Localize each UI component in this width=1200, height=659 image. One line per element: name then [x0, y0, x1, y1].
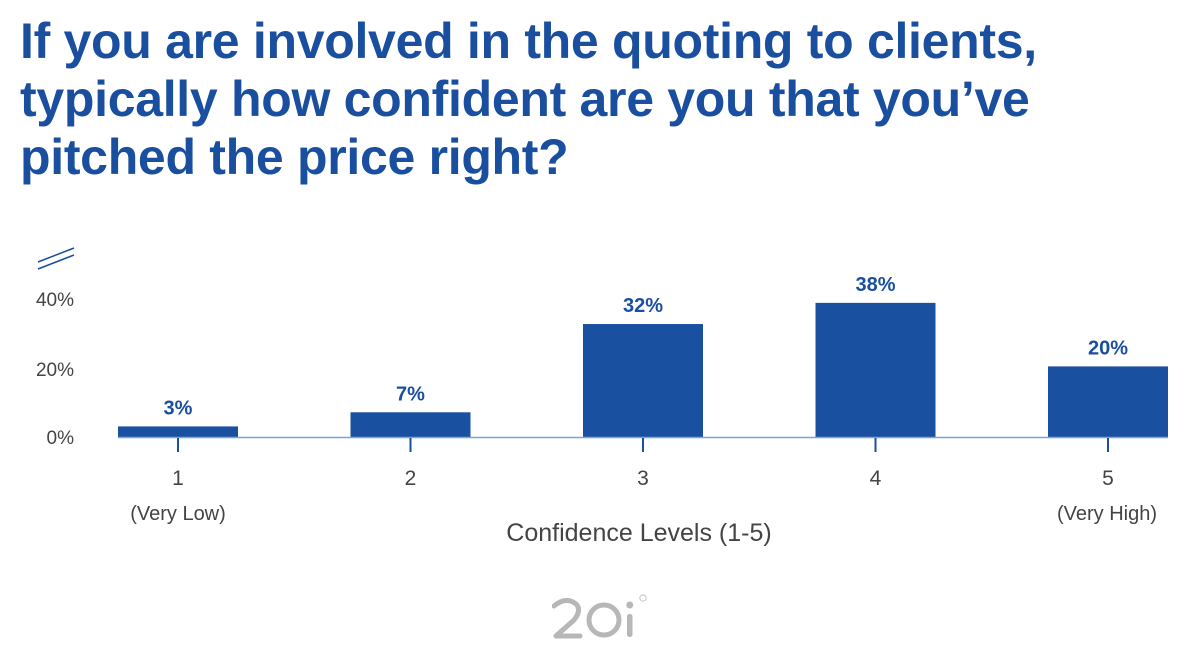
bar — [350, 412, 471, 437]
bar — [583, 324, 703, 437]
bar — [815, 302, 936, 437]
x-tick-label: 2 — [405, 467, 417, 490]
y-axis-break-icon — [37, 247, 75, 270]
x-tick-sublabel: (Very High) — [1057, 503, 1157, 525]
x-tick-label: 5 — [1102, 467, 1114, 490]
x-tick-label: 1 — [172, 467, 184, 490]
x-axis-ticks: 1 (Very Low) 2 3 4 5 (Very High) — [130, 438, 1157, 525]
data-label: 20% — [1088, 337, 1128, 359]
x-axis-title: Confidence Levels (1-5) — [506, 519, 771, 547]
x-tick-label: 3 — [637, 467, 649, 490]
y-tick-label: 40% — [36, 290, 74, 311]
chart-title: If you are involved in the quoting to cl… — [20, 13, 1037, 185]
y-tick-label: 20% — [36, 360, 74, 381]
bar — [1048, 366, 1168, 437]
bars: 3% 7% 32% 38% 20% — [118, 274, 1168, 437]
bar — [118, 426, 238, 437]
x-tick-label: 4 — [870, 467, 882, 490]
data-label: 3% — [164, 397, 193, 419]
brand-logo — [552, 594, 647, 639]
data-label: 38% — [855, 274, 895, 296]
data-label: 7% — [396, 383, 425, 405]
y-axis-ticks: 0% 20% 40% — [36, 290, 74, 449]
x-tick-sublabel: (Very Low) — [130, 503, 226, 525]
y-tick-label: 0% — [47, 428, 75, 449]
data-label: 32% — [623, 295, 663, 317]
